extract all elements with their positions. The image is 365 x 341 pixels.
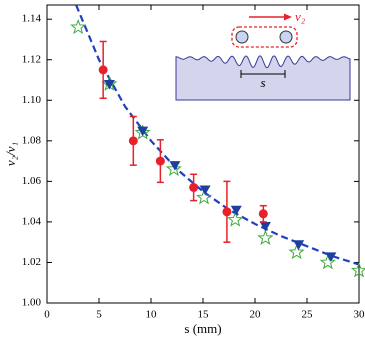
triangle-marker — [259, 221, 271, 232]
spacing-label: s — [260, 75, 265, 90]
circle-marker — [128, 136, 138, 146]
circle-marker — [189, 182, 199, 192]
x-tick-label: 25 — [302, 309, 314, 321]
star-marker — [165, 160, 182, 177]
y-tick-label: 1.04 — [22, 215, 42, 227]
star-marker — [319, 254, 336, 270]
circle-marker — [222, 207, 232, 217]
star-marker — [70, 18, 87, 35]
star-marker — [288, 243, 305, 260]
circle-marker — [258, 209, 268, 219]
y-tick-label: 1.12 — [22, 53, 41, 65]
y-tick-label: 1.10 — [22, 94, 42, 106]
circle-marker — [98, 65, 108, 75]
star-marker — [227, 211, 244, 227]
triangle-marker — [325, 252, 337, 262]
x-tick-label: 15 — [198, 309, 210, 321]
velocity-label: v₂ — [295, 9, 306, 24]
y-tick-label: 1.02 — [22, 256, 41, 268]
circle-marker — [155, 156, 165, 166]
arrow-head — [284, 13, 292, 21]
x-tick-label: 0 — [44, 309, 50, 321]
triangle-marker — [293, 240, 305, 250]
fit-curve — [75, 4, 360, 266]
inset-diagram: v₂ s — [175, 9, 351, 101]
y-axis-label: v₂/v₁ — [3, 142, 18, 166]
surface — [175, 55, 351, 101]
y-tick-label: 1.06 — [22, 175, 42, 187]
star-marker — [257, 229, 274, 245]
triangle-marker — [199, 185, 211, 195]
star-marker — [196, 189, 213, 205]
x-tick-label: 10 — [146, 309, 158, 321]
triangle-marker — [169, 161, 181, 171]
x-tick-label: 30 — [354, 309, 365, 321]
particle — [235, 30, 249, 44]
particle-box — [231, 26, 298, 48]
y-tick-label: 1.08 — [22, 134, 42, 146]
y-tick-label: 1.14 — [22, 13, 42, 25]
y-tick-label: 1.00 — [22, 297, 42, 309]
triangle-marker — [137, 126, 149, 137]
triangle-marker — [103, 80, 115, 90]
x-axis-label: s (mm) — [184, 321, 221, 336]
particle — [279, 30, 293, 44]
star-marker — [350, 262, 365, 278]
x-tick-label: 20 — [250, 309, 262, 321]
x-tick-label: 5 — [96, 309, 102, 321]
triangle-marker — [230, 205, 242, 216]
